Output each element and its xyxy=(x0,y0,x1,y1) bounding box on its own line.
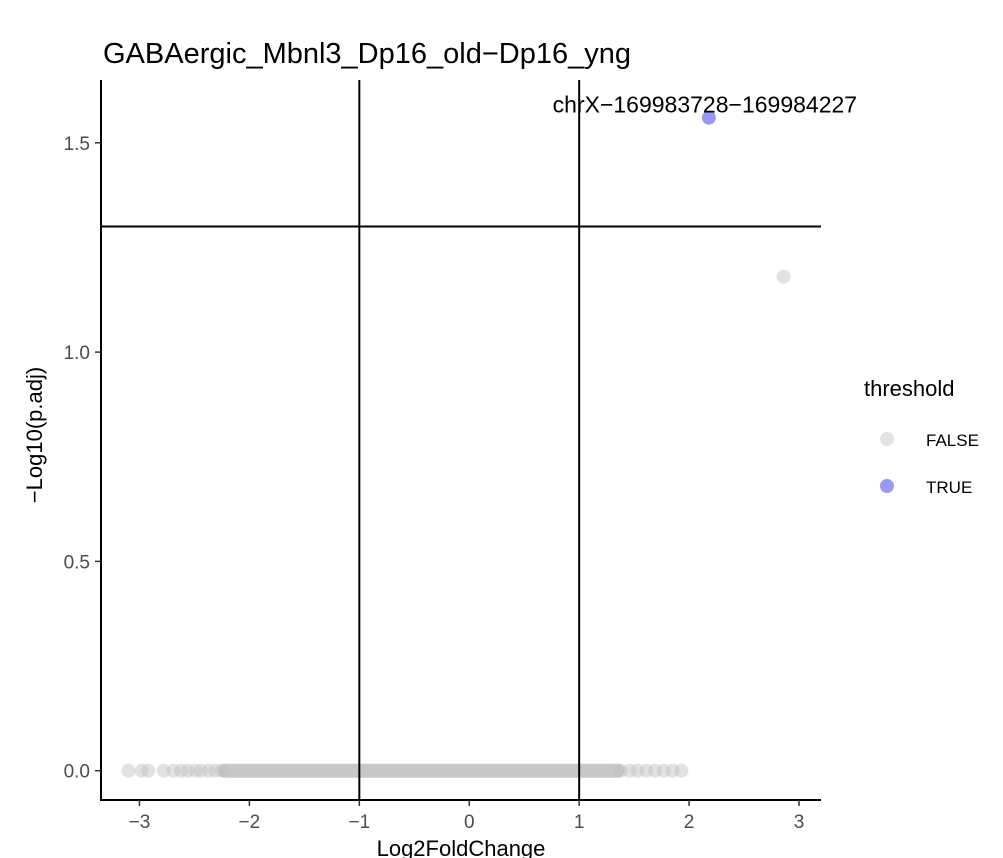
point-false-15 xyxy=(630,763,645,778)
x-tick-label-0: −3 xyxy=(129,812,151,833)
point-false-0 xyxy=(776,269,791,284)
y-tick-label-2: 1.0 xyxy=(64,343,90,364)
plot-area: chrX−169983728−169984227 −3 −2 −1 0 1 2 3 0.0 0.5… xyxy=(64,80,857,833)
x-tick-label-4: 1 xyxy=(574,812,585,833)
x-tick-label-2: −1 xyxy=(348,812,370,833)
point-false-5 xyxy=(166,763,181,778)
point-false-12 xyxy=(214,763,229,778)
x-tick-label-5: 2 xyxy=(684,812,695,833)
x-tick-label-6: 3 xyxy=(794,812,805,833)
y-tick-label-1: 0.5 xyxy=(64,552,90,573)
point-false-4 xyxy=(156,763,171,778)
legend-title: threshold xyxy=(864,376,955,401)
legend-swatch-true xyxy=(880,479,894,493)
point-false-6 xyxy=(174,763,189,778)
point-false-11 xyxy=(208,763,223,778)
chart-title: GABAergic_Mbnl3_Dp16_old−Dp16_yng xyxy=(103,38,631,70)
point-false-9 xyxy=(194,763,209,778)
point-false-19 xyxy=(665,763,680,778)
point-false-14 xyxy=(622,763,637,778)
point-false-7 xyxy=(180,763,195,778)
legend-label-true: TRUE xyxy=(926,478,972,497)
legend-label-false: FALSE xyxy=(926,431,979,450)
point-false-10 xyxy=(201,763,216,778)
legend: threshold FALSE TRUE xyxy=(864,376,979,497)
point-true-0 xyxy=(701,110,716,125)
point-false-17 xyxy=(648,763,663,778)
point-false-16 xyxy=(639,763,654,778)
point-false-18 xyxy=(656,763,671,778)
x-axis-title: Log2FoldChange xyxy=(377,836,546,858)
point-false-2 xyxy=(134,763,149,778)
y-tick-label-3: 1.5 xyxy=(64,134,90,155)
point-false-3 xyxy=(141,763,156,778)
point-false-20 xyxy=(674,763,689,778)
point-false-1 xyxy=(121,763,136,778)
point-false-13 xyxy=(613,763,628,778)
x-tick-label-1: −2 xyxy=(239,812,261,833)
y-tick-label-0: 0.0 xyxy=(64,762,90,783)
x-tick-label-3: 0 xyxy=(464,812,475,833)
point-false-8 xyxy=(188,763,203,778)
legend-swatch-false xyxy=(880,432,894,446)
y-axis-title: −Log10(p.adj) xyxy=(22,367,47,503)
point-annotation: chrX−169983728−169984227 xyxy=(553,92,857,118)
